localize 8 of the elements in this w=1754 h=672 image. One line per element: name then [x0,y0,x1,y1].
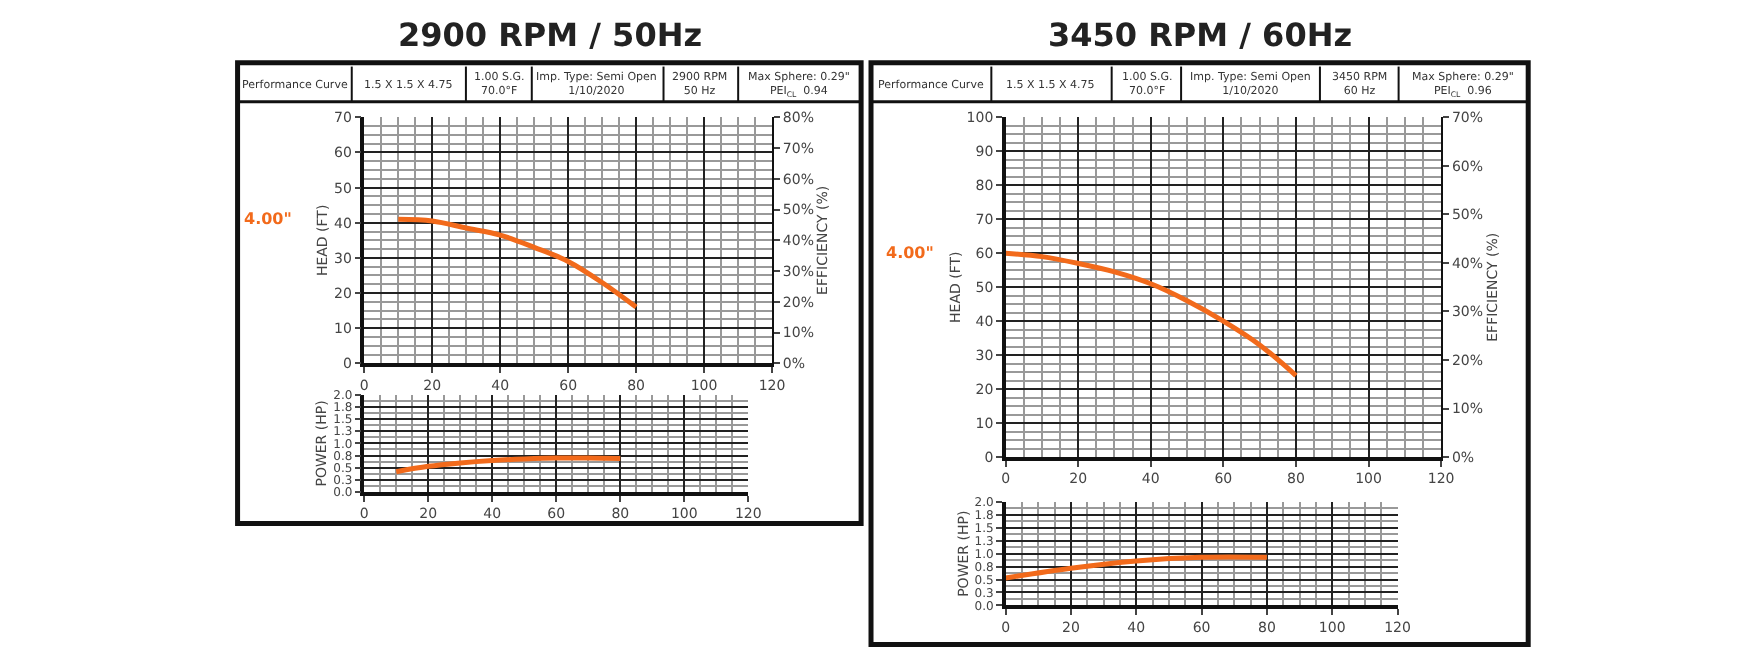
text: 4.00" [244,210,292,228]
line-series [395,216,639,310]
chart-title: 3450 RPM / 60Hz [1048,16,1353,54]
line-series [1005,554,1270,581]
chart-title: 2900 RPM / 50Hz [398,16,703,54]
text: 4.00" [886,244,934,262]
line-series [1005,250,1299,379]
line-series [393,455,623,475]
